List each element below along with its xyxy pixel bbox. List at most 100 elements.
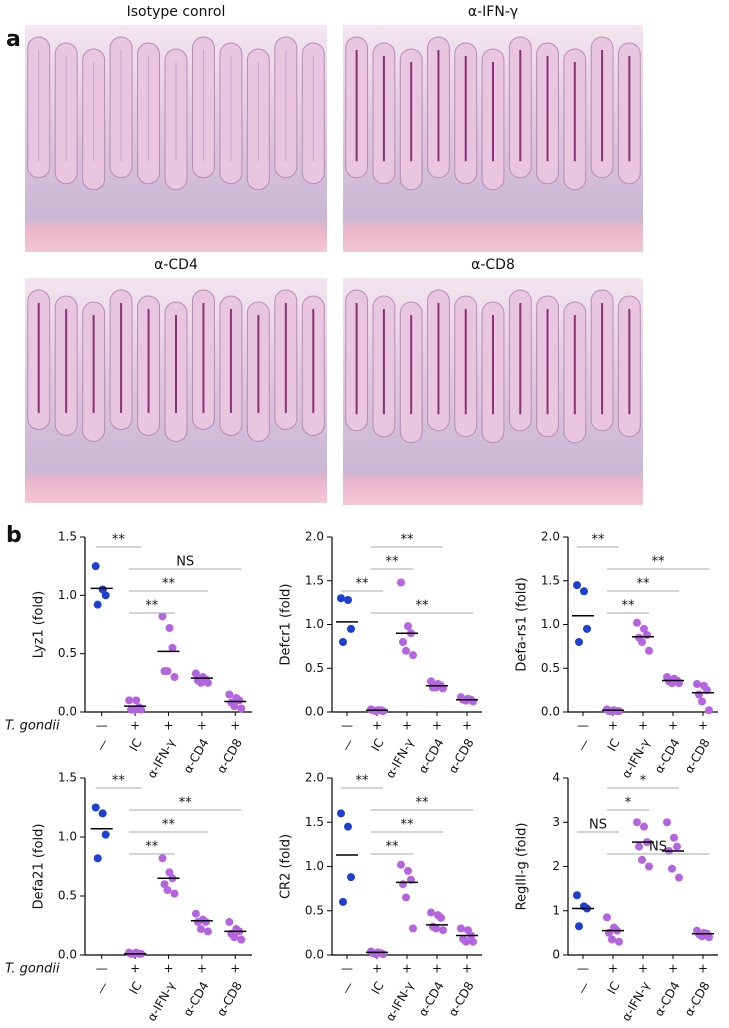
infection-label: + (668, 962, 678, 976)
infection-label: + (462, 719, 472, 733)
y-axis-label: RegIII-g (fold) (515, 823, 530, 911)
y-tick-label: 2.0 (305, 771, 324, 785)
data-point (432, 683, 440, 692)
data-point (645, 862, 653, 871)
y-tick-label: 1 (552, 903, 560, 917)
data-point (372, 707, 380, 716)
y-axis-label: Defa21 (fold) (32, 824, 47, 910)
infection-label: + (197, 962, 207, 976)
data-point (437, 913, 445, 922)
infection-label: — (96, 719, 108, 733)
significance-label: ** (145, 599, 159, 614)
infection-label: + (130, 962, 140, 976)
infection-label: + (402, 962, 412, 976)
data-point (196, 678, 205, 687)
significance-label: ** (112, 533, 126, 548)
x-tick-label: — (575, 979, 593, 996)
significance-label: ** (356, 774, 370, 789)
x-tick-label: α-IFN-γ (144, 736, 178, 780)
data-point (201, 917, 210, 926)
infection-label: + (638, 962, 648, 976)
significance-label: ** (386, 840, 400, 855)
y-tick-label: 1.0 (305, 617, 324, 631)
infection-label: + (698, 719, 708, 733)
data-point (573, 581, 581, 590)
data-point (432, 924, 440, 933)
data-point (170, 673, 179, 681)
data-point (638, 638, 646, 646)
infection-label: — (341, 962, 353, 976)
data-point (603, 913, 611, 922)
data-point (163, 667, 172, 676)
y-axis-label: CR2 (fold) (279, 834, 294, 899)
y-tick-label: 1.0 (58, 588, 77, 602)
data-point (339, 638, 347, 646)
infection-label: + (197, 719, 207, 733)
significance-label: ** (162, 818, 176, 833)
y-tick-label: 1.0 (58, 830, 77, 844)
panel-label: a (6, 27, 21, 52)
data-point (160, 880, 169, 889)
y-tick-label: 0.0 (305, 948, 324, 962)
data-point (347, 873, 355, 882)
data-point (427, 908, 435, 917)
y-tick-label: 4 (552, 771, 560, 785)
data-point (573, 891, 581, 900)
x-tick-label: α-CD4 (416, 736, 447, 775)
data-point (575, 922, 583, 931)
significance-label: ** (416, 796, 430, 811)
y-axis-label: Defcr1 (fold) (279, 583, 294, 665)
data-point (462, 937, 470, 946)
y-tick-label: 0.0 (58, 705, 77, 719)
data-point (203, 678, 212, 687)
infection-label: + (163, 962, 173, 976)
x-tick-label: — (339, 736, 357, 753)
y-tick-label: 1.5 (58, 530, 77, 544)
x-tick-label: IC (127, 979, 145, 996)
plot: 0.0 0.5 1.0 1.5 Defa21 (fold) T. gondii — — + IC +… (5, 771, 252, 1024)
x-tick-label: α-CD4 (416, 979, 447, 1018)
data-point (675, 873, 683, 882)
data-point (237, 935, 246, 944)
data-point (645, 646, 653, 655)
x-tick-label: IC (369, 736, 387, 753)
infection-label: + (608, 719, 618, 733)
x-tick-label: α-CD4 (181, 979, 212, 1018)
image-title: Isotype conrol (127, 4, 226, 20)
data-point (137, 705, 146, 714)
y-tick-label: 0.5 (541, 661, 560, 675)
significance-label: ** (112, 774, 126, 789)
data-point (379, 707, 387, 716)
data-point (640, 822, 648, 831)
x-tick-label: α-CD8 (682, 736, 713, 775)
data-point (193, 917, 202, 926)
x-tick-label: — (575, 736, 593, 753)
data-point (670, 833, 678, 842)
y-tick-label: 1.0 (541, 617, 560, 631)
data-point (399, 880, 407, 889)
image-title: α-IFN-γ (468, 4, 518, 20)
y-tick-label: 1.5 (58, 771, 77, 785)
y-tick-label: 0 (552, 948, 560, 962)
infection-label: + (163, 719, 173, 733)
y-tick-label: 0.5 (58, 889, 77, 903)
data-point (165, 868, 174, 877)
y-tick-label: 0.5 (305, 903, 324, 917)
significance-label: ** (652, 555, 666, 570)
data-point (695, 690, 703, 699)
y-tick-label: 2 (552, 859, 560, 873)
infection-label: + (402, 719, 412, 733)
data-point (705, 933, 713, 942)
x-tick-label: α-IFN-γ (619, 736, 653, 780)
data-point (163, 886, 172, 895)
data-point (663, 818, 671, 827)
infection-label: + (432, 719, 442, 733)
data-point (344, 822, 352, 831)
x-tick-label: α-CD8 (214, 736, 245, 775)
data-point (693, 680, 701, 688)
y-tick-label: 1.5 (305, 573, 324, 587)
significance-label: * (640, 774, 647, 789)
